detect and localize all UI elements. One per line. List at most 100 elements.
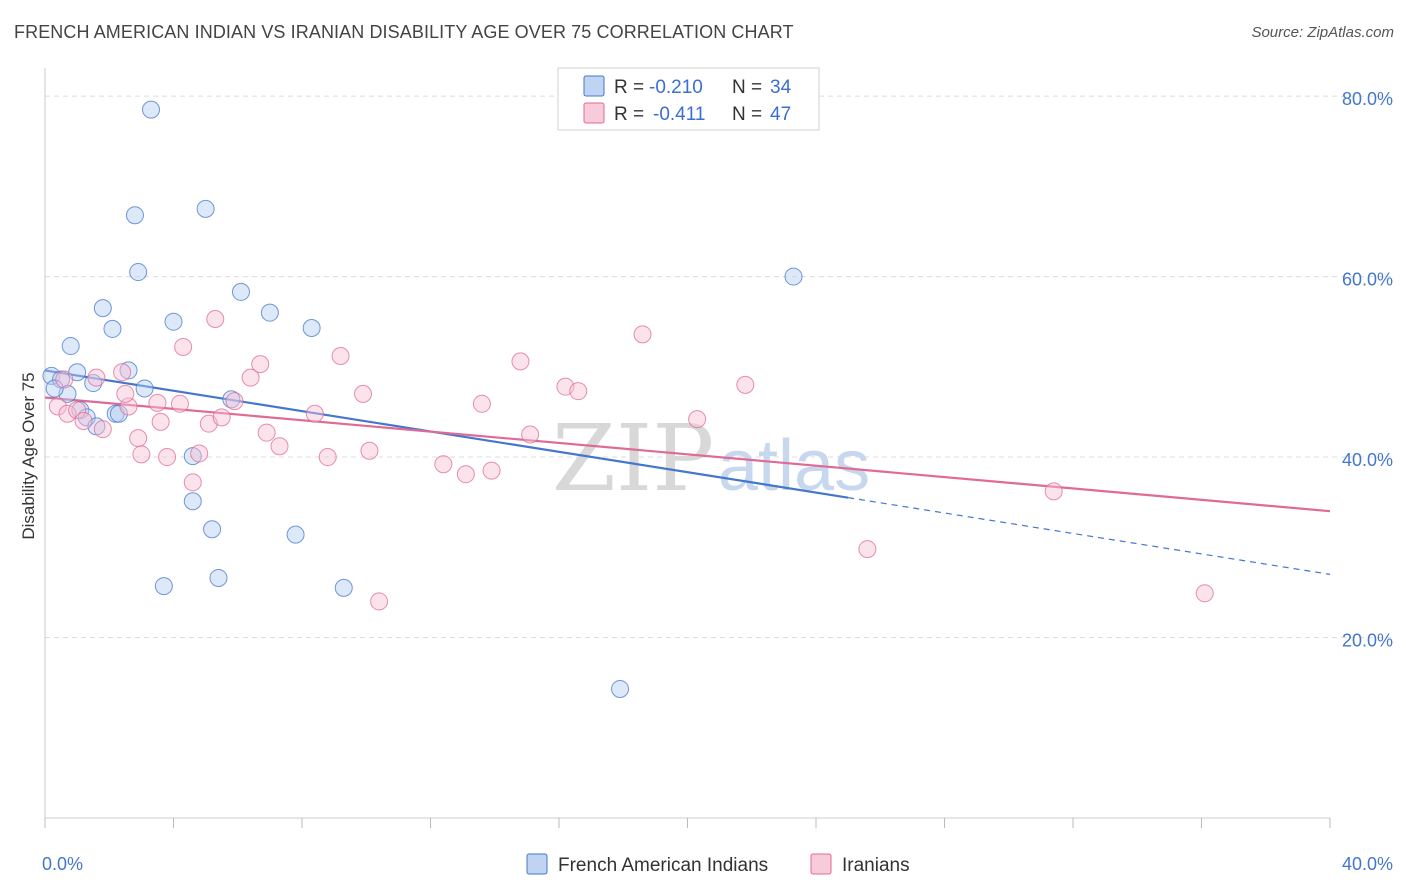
x-tick-labels: 0.0% 40.0% — [42, 854, 1393, 874]
point-iranians — [434, 455, 453, 474]
chart-title: FRENCH AMERICAN INDIAN VS IRANIAN DISABI… — [14, 22, 794, 42]
chart-source: Source: ZipAtlas.com — [1251, 24, 1394, 41]
point-iranians — [132, 445, 151, 464]
point-french-american-indians — [286, 525, 305, 544]
point-french-american-indians — [61, 337, 80, 356]
point-french-american-indians — [209, 568, 228, 587]
point-iranians — [360, 441, 379, 460]
point-iranians — [129, 429, 148, 448]
legend-n-label-0: N = — [732, 77, 762, 98]
point-iranians — [633, 325, 652, 344]
point-iranians — [270, 437, 289, 456]
point-iranians — [225, 392, 244, 411]
legend-n-value-0: 34 — [770, 77, 792, 98]
watermark: ZIP atlas — [552, 405, 870, 512]
trend-line-iranians — [44, 396, 1331, 513]
point-french-american-indians — [260, 303, 279, 322]
point-french-american-indians — [119, 361, 138, 380]
point-iranians — [482, 461, 501, 480]
series-legend: French American Indians Iranians — [526, 853, 910, 876]
legend-swatch-bottom-iranians — [810, 853, 832, 875]
point-iranians — [251, 355, 270, 374]
point-french-american-indians — [784, 267, 803, 286]
point-iranians — [511, 352, 530, 371]
grid-lines — [45, 95, 1392, 639]
point-iranians — [456, 465, 475, 484]
point-iranians — [87, 368, 106, 387]
y-tick-label: 80.0% — [1342, 89, 1393, 109]
legend-label-iranians: Iranians — [842, 855, 910, 876]
point-iranians — [858, 540, 877, 559]
x-tick-label: 0.0% — [42, 854, 83, 874]
point-iranians — [148, 393, 167, 412]
legend-swatch-bottom-french-american-indians — [526, 853, 548, 875]
point-iranians — [1195, 584, 1214, 603]
legend-n-value-1: 47 — [770, 104, 791, 125]
point-french-american-indians — [334, 578, 353, 597]
point-iranians — [206, 309, 225, 328]
point-french-american-indians — [103, 319, 122, 338]
watermark-atlas: atlas — [718, 426, 870, 506]
point-french-american-indians — [77, 408, 96, 427]
point-french-american-indians — [84, 374, 103, 393]
y-tick-label: 60.0% — [1342, 270, 1393, 290]
point-iranians — [472, 394, 491, 413]
point-french-american-indians — [196, 199, 215, 218]
point-french-american-indians — [164, 312, 183, 331]
legend-n-label-1: N = — [732, 104, 762, 125]
legend-label-french-american-indians: French American Indians — [558, 855, 768, 876]
point-iranians — [257, 423, 276, 442]
legend-r-value-1: -0.411 — [653, 104, 705, 125]
point-iranians — [688, 410, 707, 429]
point-french-american-indians — [154, 577, 173, 596]
point-iranians — [190, 444, 209, 463]
point-iranians — [183, 473, 202, 492]
point-iranians — [170, 394, 189, 413]
point-french-american-indians — [142, 100, 161, 119]
point-iranians — [331, 346, 350, 365]
point-iranians — [113, 363, 132, 382]
point-french-american-indians — [302, 319, 321, 338]
trend-lines — [44, 369, 1331, 575]
legend-r-value-0: -0.210 — [649, 77, 703, 98]
stats-legend: R = -0.210 N = 34 R = -0.411 N = 47 — [557, 67, 820, 131]
point-iranians — [521, 425, 540, 444]
point-french-american-indians — [125, 206, 144, 225]
point-iranians — [93, 420, 112, 439]
legend-swatch-french-american-indians — [583, 75, 605, 97]
legend-r-label-0: R = — [614, 77, 644, 98]
point-iranians — [158, 448, 177, 467]
point-iranians — [241, 368, 260, 387]
x-tick-label: 40.0% — [1342, 854, 1393, 874]
point-iranians — [55, 370, 74, 389]
point-iranians — [1044, 482, 1063, 501]
y-tick-labels: 20.0% 40.0% 60.0% 80.0% — [1342, 89, 1393, 650]
point-iranians — [370, 592, 389, 611]
point-french-american-indians — [45, 379, 64, 398]
point-french-american-indians — [109, 404, 128, 423]
point-french-american-indians — [129, 263, 148, 282]
point-french-american-indians — [203, 520, 222, 539]
axes — [44, 68, 1331, 828]
point-iranians — [212, 408, 231, 427]
y-axis-title: Disability Age Over 75 — [19, 372, 38, 539]
data-points — [42, 100, 1214, 698]
point-iranians — [354, 384, 373, 403]
legend-swatch-iranians — [583, 102, 605, 124]
point-iranians — [68, 401, 87, 420]
legend-r-label-1: R = — [614, 104, 644, 125]
point-french-american-indians — [135, 379, 154, 398]
point-iranians — [74, 411, 93, 430]
point-iranians — [174, 337, 193, 356]
point-iranians — [151, 412, 170, 431]
point-iranians — [318, 448, 337, 467]
point-french-american-indians — [183, 492, 202, 511]
point-french-american-indians — [231, 282, 250, 301]
y-tick-label: 20.0% — [1342, 631, 1393, 651]
point-iranians — [569, 382, 588, 401]
y-tick-label: 40.0% — [1342, 450, 1393, 470]
point-iranians — [48, 397, 67, 416]
point-iranians — [305, 404, 324, 423]
point-french-american-indians — [93, 299, 112, 318]
